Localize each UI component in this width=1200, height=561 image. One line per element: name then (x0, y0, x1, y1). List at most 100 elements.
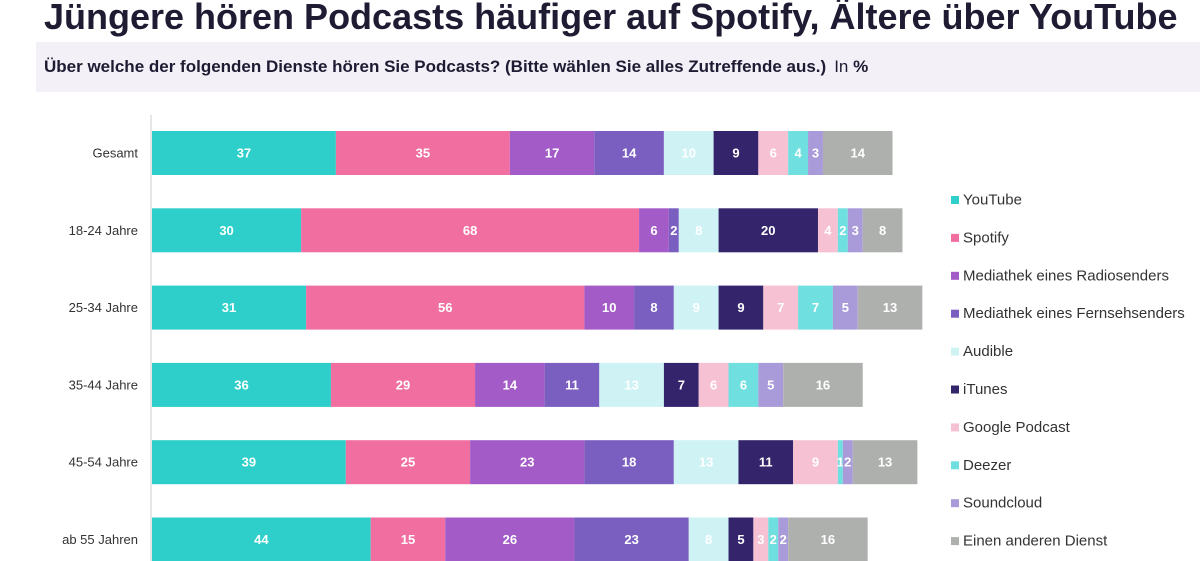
legend-item: Audible (951, 343, 1013, 360)
data-label: 11 (759, 455, 773, 470)
bar-segment (345, 440, 471, 485)
bar-segment (788, 131, 809, 175)
data-label: 20 (761, 223, 775, 238)
data-label: 23 (520, 455, 534, 470)
bar-segment (663, 362, 699, 407)
unit-symbol: % (853, 57, 869, 76)
legend-swatch (951, 499, 959, 508)
data-label: 31 (222, 300, 236, 315)
legend-swatch (951, 423, 959, 432)
bar-segment (713, 131, 759, 175)
bar-segment (152, 208, 302, 253)
data-label: 6 (770, 146, 777, 161)
data-label: 14 (622, 146, 637, 161)
bar-segment (152, 285, 307, 330)
data-label: 5 (767, 377, 774, 392)
bar-segment (445, 517, 575, 561)
data-label: 30 (219, 223, 233, 238)
bar-segment (837, 208, 848, 253)
data-label: 36 (234, 377, 248, 392)
bar-segment (817, 208, 838, 253)
category-label: 18-24 Jahre (69, 223, 138, 238)
legend-label: Deezer (963, 457, 1011, 474)
data-label: 14 (503, 377, 518, 392)
bar-segment (783, 362, 863, 407)
bar-segment (584, 440, 674, 485)
bar-segment (152, 440, 346, 485)
legend-swatch (951, 347, 959, 356)
legend-label: Mediathek eines Radiosenders (963, 267, 1169, 284)
legend-item: Spotify (951, 229, 1009, 246)
bar-segment (718, 285, 764, 330)
data-label: 7 (678, 377, 685, 392)
data-label: 10 (602, 300, 616, 315)
data-label: 5 (842, 300, 849, 315)
data-label: 9 (732, 146, 739, 161)
data-label: 5 (737, 532, 744, 547)
data-label: 2 (670, 223, 677, 238)
category-label: 25-34 Jahre (69, 300, 138, 315)
bar-segment (832, 285, 858, 330)
legend-swatch (951, 196, 959, 204)
bar-segment (584, 285, 635, 330)
bar-segment (152, 362, 331, 407)
bar-segment (599, 362, 664, 407)
legend-item: Mediathek eines Fernsehsenders (951, 305, 1185, 322)
bar-segment (837, 440, 843, 485)
data-label: 44 (254, 532, 269, 547)
bar-segment (847, 208, 863, 253)
data-label: 14 (851, 146, 866, 161)
bar-segment (668, 208, 679, 253)
question-text: Über welche der folgenden Dienste hören … (44, 57, 827, 76)
data-label: 9 (737, 300, 744, 315)
bar-segment (678, 208, 719, 253)
data-label: 16 (821, 532, 835, 547)
data-label: 6 (650, 223, 657, 238)
bar-segment (808, 131, 823, 175)
data-label: 7 (777, 300, 784, 315)
data-label: 37 (237, 146, 251, 161)
bar-segment (862, 208, 903, 253)
legend-swatch (951, 537, 959, 546)
subtitle: Über welche der folgenden Dienste hören … (44, 57, 868, 77)
bar-segment (857, 285, 923, 330)
data-label: 29 (396, 377, 410, 392)
bar-segment (330, 362, 476, 407)
data-label: 17 (545, 146, 559, 161)
data-label: 9 (693, 300, 700, 315)
bar-segment (758, 362, 784, 407)
data-label: 2 (770, 532, 777, 547)
legend-swatch (951, 461, 959, 470)
legend-swatch (951, 271, 959, 280)
bar-segment (574, 517, 689, 561)
legend-item: iTunes (951, 381, 1007, 398)
bar-segment (634, 285, 674, 330)
bar-segment (768, 517, 779, 561)
data-label: 6 (740, 377, 747, 392)
bar-segment (594, 131, 664, 175)
bar-segment (509, 131, 595, 175)
legend-swatch (951, 309, 959, 318)
bar-segment (753, 517, 769, 561)
bar-segment (688, 517, 729, 561)
legend-label: Google Podcast (963, 419, 1071, 436)
legend-label: Soundcloud (963, 495, 1042, 512)
bar-segment (793, 440, 838, 485)
bar-segment (738, 440, 794, 485)
bar-segment (763, 285, 799, 330)
category-label: Gesamt (92, 146, 138, 161)
data-label: 23 (624, 532, 638, 547)
data-label: 35 (416, 146, 430, 161)
data-label: 13 (624, 377, 638, 392)
data-label: 2 (844, 455, 851, 470)
data-label: 8 (650, 300, 657, 315)
category-label: 45-54 Jahre (69, 455, 138, 470)
legend-item: Google Podcast (951, 419, 1071, 436)
data-label: 3 (852, 223, 859, 238)
bar-segment (728, 517, 754, 561)
legend-swatch (951, 385, 959, 394)
data-label: 11 (565, 377, 579, 392)
bar-segment (842, 440, 853, 485)
data-label: 13 (699, 455, 713, 470)
